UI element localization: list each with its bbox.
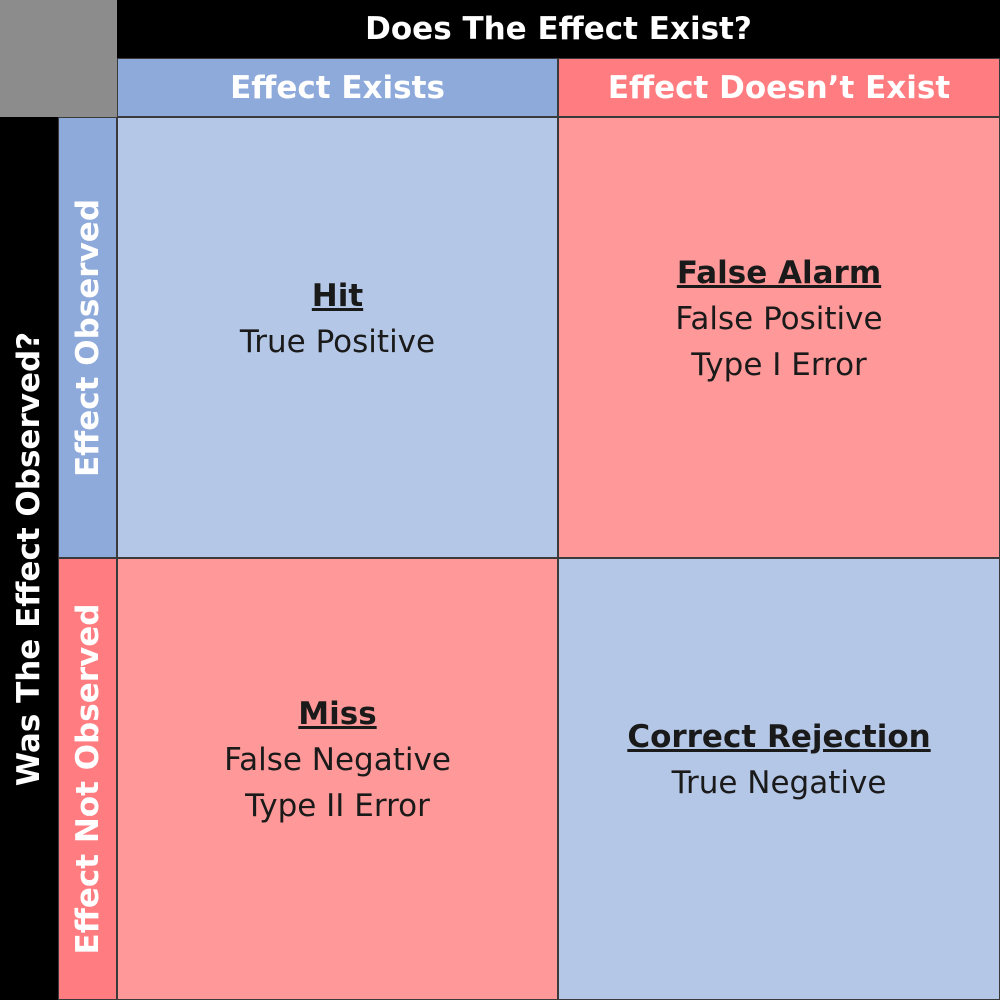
column-header-effect-doesnt-exist: Effect Doesn’t Exist <box>558 58 1000 117</box>
quadrant-line: Type II Error <box>245 788 430 824</box>
quadrant-title: Miss <box>298 696 377 732</box>
corner-block <box>0 0 117 117</box>
quadrant-line: Type I Error <box>691 346 867 383</box>
quadrant-correct-rejection: Correct Rejection True Negative <box>558 558 1000 1000</box>
side-header-label: Was The Effect Observed? <box>11 331 47 786</box>
row-header-label: Effect Observed <box>69 198 106 477</box>
column-header-effect-exists: Effect Exists <box>117 58 558 117</box>
row-header-label: Effect Not Observed <box>69 603 106 955</box>
quadrant-false-alarm: False Alarm False Positive Type I Error <box>558 117 1000 558</box>
quadrant-title: False Alarm <box>676 254 882 291</box>
top-header: Does The Effect Exist? <box>117 0 1000 58</box>
side-header: Was The Effect Observed? <box>0 117 58 1000</box>
quadrant-miss: Miss False Negative Type II Error <box>117 558 558 1000</box>
quadrant-line: True Negative <box>671 765 887 801</box>
quadrant-line: False Negative <box>224 742 451 778</box>
quadrant-title: Correct Rejection <box>627 719 931 755</box>
row-header-effect-observed: Effect Observed <box>58 117 117 558</box>
quadrant-title: Hit <box>311 277 364 314</box>
quadrant-line: True Positive <box>239 323 436 360</box>
quadrant-hit: Hit True Positive <box>117 117 558 558</box>
row-header-effect-not-observed: Effect Not Observed <box>58 558 117 1000</box>
quadrant-line: False Positive <box>675 300 883 337</box>
